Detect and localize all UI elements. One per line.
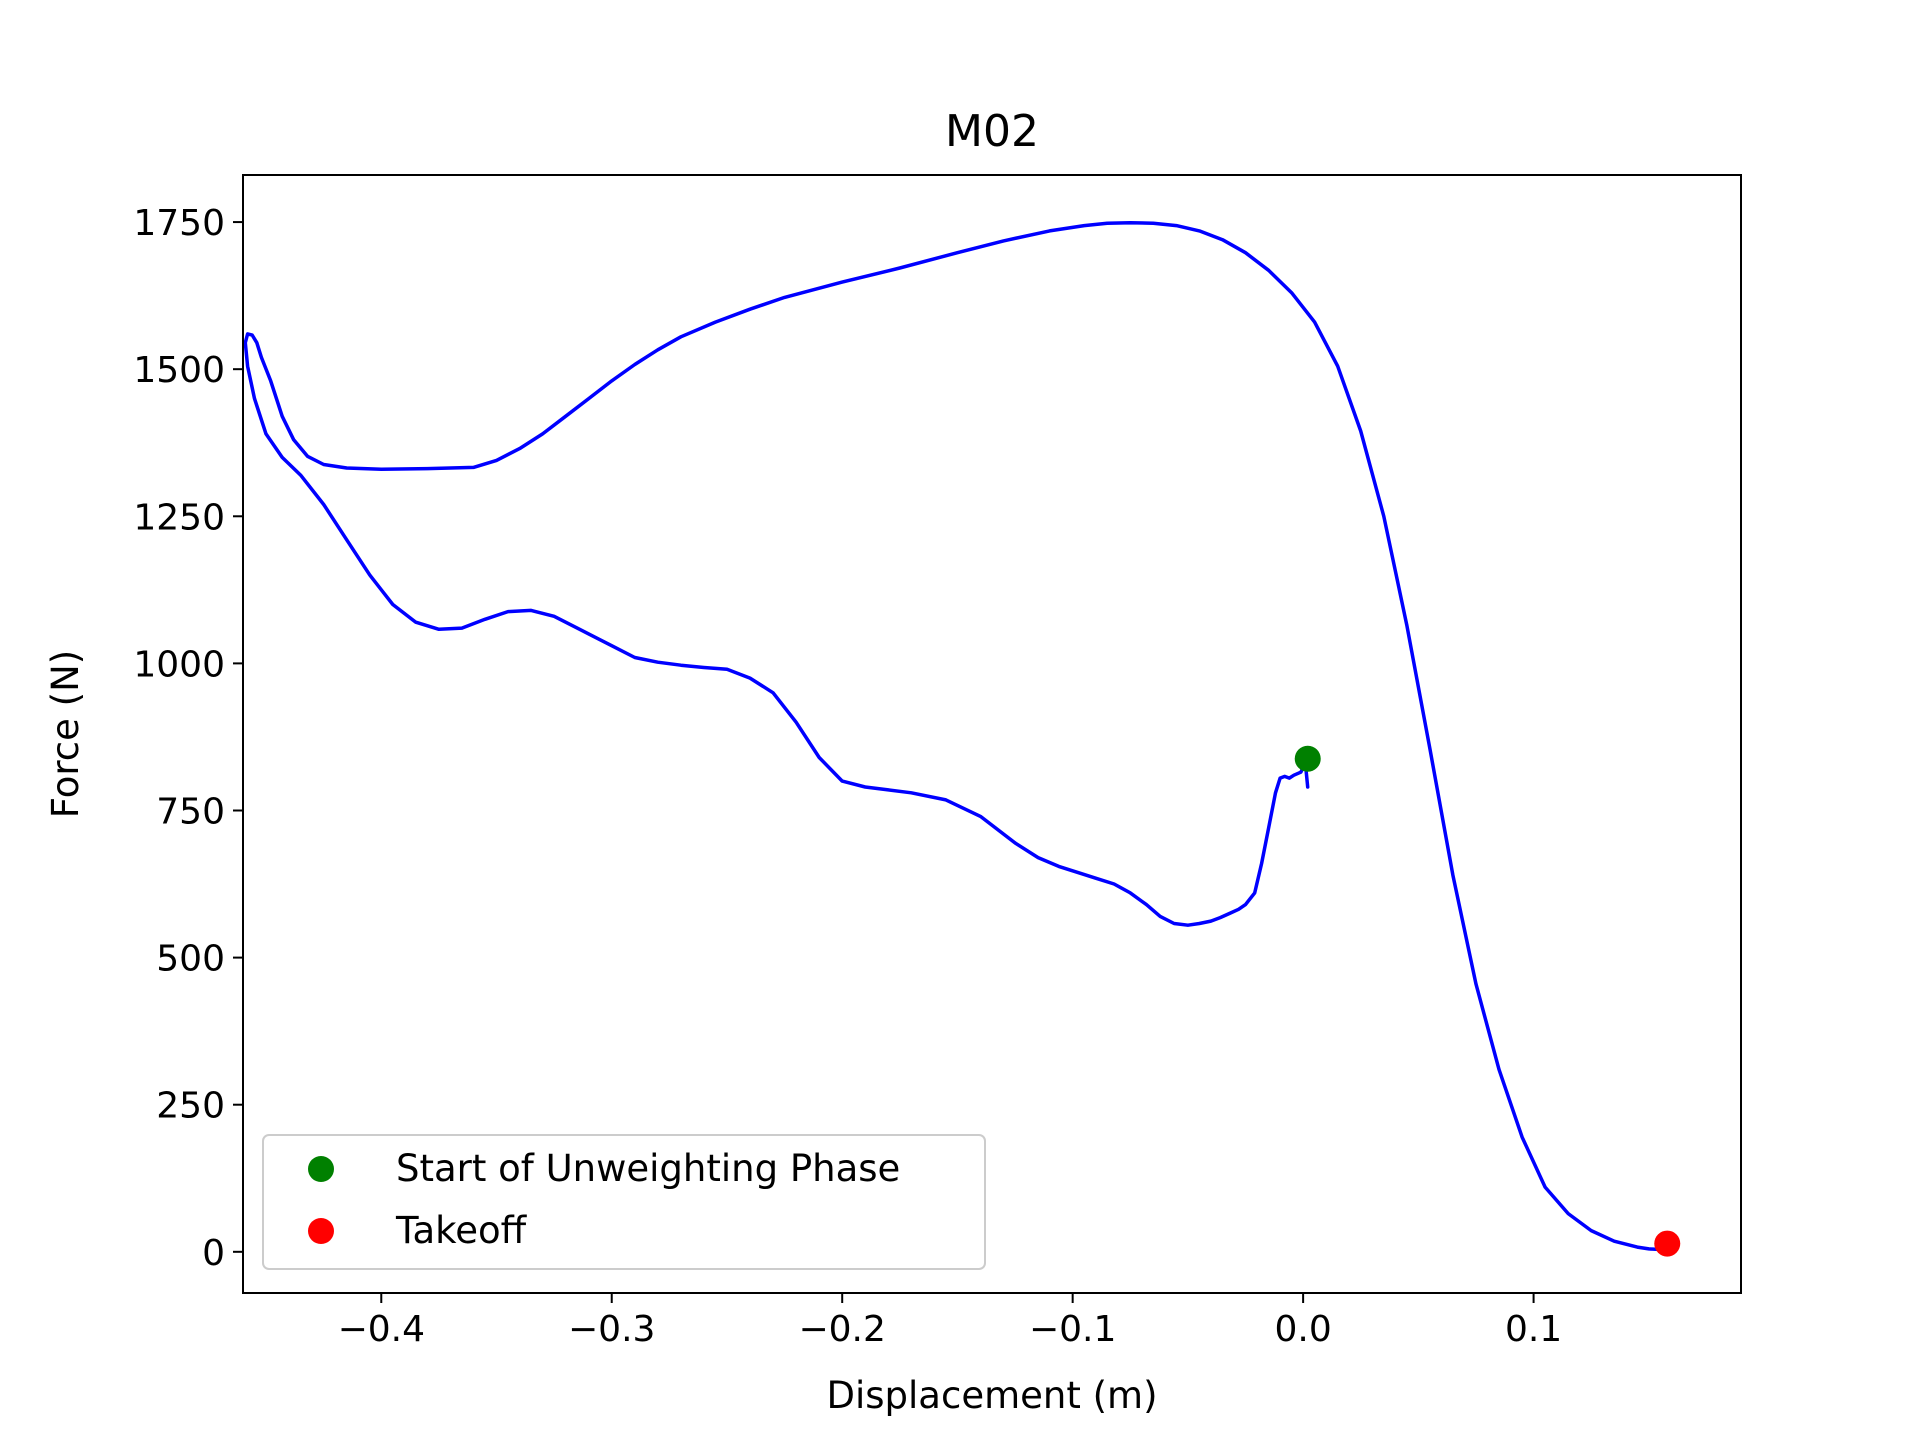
x-tick-label: −0.1 <box>1029 1309 1116 1350</box>
y-tick-label: 1500 <box>133 350 225 391</box>
y-tick-label: 1250 <box>133 497 225 538</box>
x-tick-label: −0.3 <box>568 1309 655 1350</box>
event-marker-0 <box>1294 745 1321 772</box>
y-tick-label: 1000 <box>133 644 225 685</box>
chart-title: M02 <box>945 106 1039 157</box>
x-tick-label: 0.1 <box>1505 1309 1562 1350</box>
y-tick-label: 750 <box>156 791 225 832</box>
y-tick-label: 250 <box>156 1086 225 1127</box>
x-tick-label: −0.4 <box>338 1309 425 1350</box>
legend: Start of Unweighting Phase Takeoff <box>262 1134 986 1270</box>
y-tick-label: 0 <box>202 1233 225 1274</box>
event-marker-1 <box>1654 1230 1681 1257</box>
x-tick-label: −0.2 <box>798 1309 885 1350</box>
y-tick-label: 1750 <box>133 203 225 244</box>
legend-label-start-unweighting: Start of Unweighting Phase <box>396 1147 900 1190</box>
axes-frame <box>242 174 1742 1294</box>
y-tick-label: 500 <box>156 939 225 980</box>
y-axis-title: Force (N) <box>44 650 87 818</box>
plot-area <box>243 220 1681 1257</box>
series-line-0 <box>243 220 1670 1252</box>
x-axis-title: Displacement (m) <box>826 1374 1157 1417</box>
axis-ticks: −0.4 −0.3 −0.2 −0.1 0.0 0.1 0 250 500 750 1000 1250… <box>133 203 1562 1350</box>
legend-frame <box>262 1134 986 1270</box>
legend-marker-start-unweighting <box>308 1156 334 1182</box>
x-tick-label: 0.0 <box>1274 1309 1331 1350</box>
legend-marker-takeoff <box>308 1218 334 1244</box>
legend-label-takeoff: Takeoff <box>395 1209 528 1252</box>
